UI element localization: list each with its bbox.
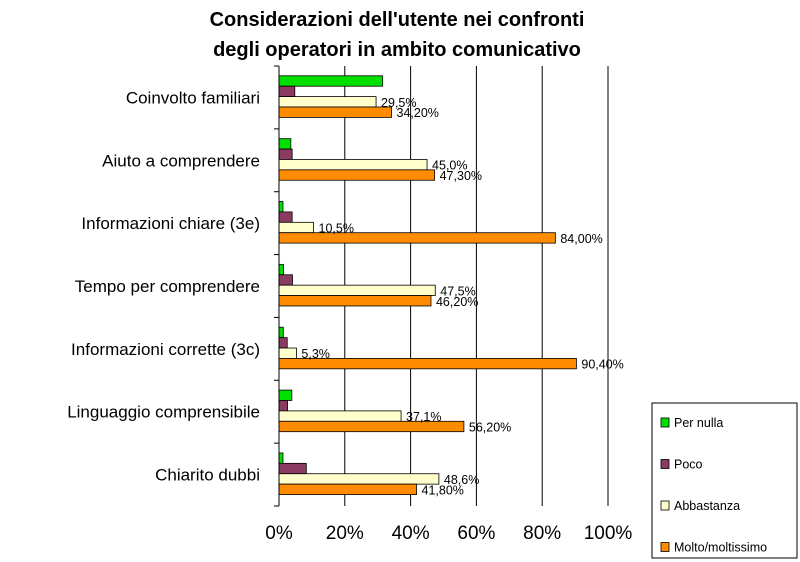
- bar: [278, 400, 288, 412]
- bar: [278, 337, 288, 349]
- legend-swatch: [660, 417, 670, 428]
- x-tick-label: 40%: [392, 523, 430, 544]
- chart-title: Considerazioni dell'utente nei confronti…: [210, 9, 585, 61]
- bar: [278, 274, 293, 286]
- bars: [278, 75, 577, 495]
- legend-label: Molto/moltissimo: [674, 541, 767, 555]
- bar: [278, 483, 417, 495]
- bar: [278, 96, 377, 108]
- legend-swatch: [660, 500, 670, 511]
- data-label: 10,5%: [319, 222, 354, 236]
- bar: [278, 138, 292, 150]
- data-labels: 29,5%34,20% 45,0%47,30% 10,5% 84,00% 47,5%46…: [301, 96, 623, 498]
- category-label: Linguaggio comprensibile: [67, 403, 260, 422]
- bar: [278, 452, 284, 464]
- bar: [278, 201, 284, 213]
- data-label: 45,0%: [432, 159, 467, 173]
- bar: [278, 284, 436, 296]
- x-tick-label: 80%: [523, 523, 561, 544]
- bar: [278, 169, 436, 181]
- data-label: 34,20%: [397, 106, 439, 120]
- bar: [278, 462, 307, 475]
- data-label: 5,3%: [301, 347, 330, 361]
- axes: 0% 20% 40% 60% 80% 100% Coinvolto familiari Aiu…: [67, 65, 633, 544]
- bar: [278, 159, 428, 171]
- legend-label: Per nulla: [674, 416, 723, 430]
- bar: [278, 410, 402, 422]
- legend-swatch: [660, 542, 670, 552]
- bar: [278, 473, 440, 485]
- data-label: 48,6%: [444, 473, 479, 487]
- bar: [278, 389, 293, 401]
- chart-title-line-1: Considerazioni dell'utente nei confronti: [210, 9, 585, 31]
- category-label: Tempo per comprendere: [75, 277, 260, 296]
- category-label: Aiuto a comprendere: [102, 151, 260, 170]
- data-label: 29,5%: [381, 96, 416, 110]
- data-label: 37,1%: [406, 410, 441, 424]
- legend-label: Poco: [674, 458, 703, 472]
- bar: [278, 148, 293, 160]
- data-label: 84,00%: [560, 232, 602, 246]
- x-tick-label: 100%: [584, 523, 633, 544]
- bar: [278, 326, 284, 339]
- bar: [278, 347, 297, 359]
- x-tick-label: 60%: [457, 523, 495, 544]
- category-label: Coinvolto familiari: [126, 88, 260, 107]
- bar: [278, 106, 392, 118]
- data-label: 41,80%: [422, 483, 464, 497]
- legend: Per nulla Poco Abbastanza Molto/moltissimo: [651, 402, 798, 559]
- data-label: 47,5%: [440, 284, 475, 298]
- bar: [278, 221, 314, 234]
- legend-swatch: [660, 459, 670, 469]
- legend-box: [651, 402, 798, 559]
- legend-label: Abbastanza: [674, 499, 740, 513]
- data-label: 46,20%: [436, 295, 478, 309]
- bar: [278, 75, 384, 87]
- bar: [278, 263, 285, 276]
- bar: [278, 295, 432, 307]
- data-label: 56,20%: [469, 420, 511, 434]
- x-tick-label: 20%: [326, 523, 364, 544]
- category-label: Informazioni chiare (3e): [81, 214, 260, 233]
- data-label: 47,30%: [440, 169, 482, 183]
- category-label: Informazioni corrette (3c): [71, 340, 260, 359]
- bar: [278, 211, 293, 223]
- bar: [278, 85, 296, 97]
- category-label: Chiarito dubbi: [155, 466, 260, 485]
- gridlines: [344, 66, 609, 506]
- x-tick-label: 0%: [265, 523, 293, 544]
- chart-title-line-2: degli operatori in ambito comunicativo: [213, 39, 581, 61]
- data-label: 90,40%: [581, 358, 623, 372]
